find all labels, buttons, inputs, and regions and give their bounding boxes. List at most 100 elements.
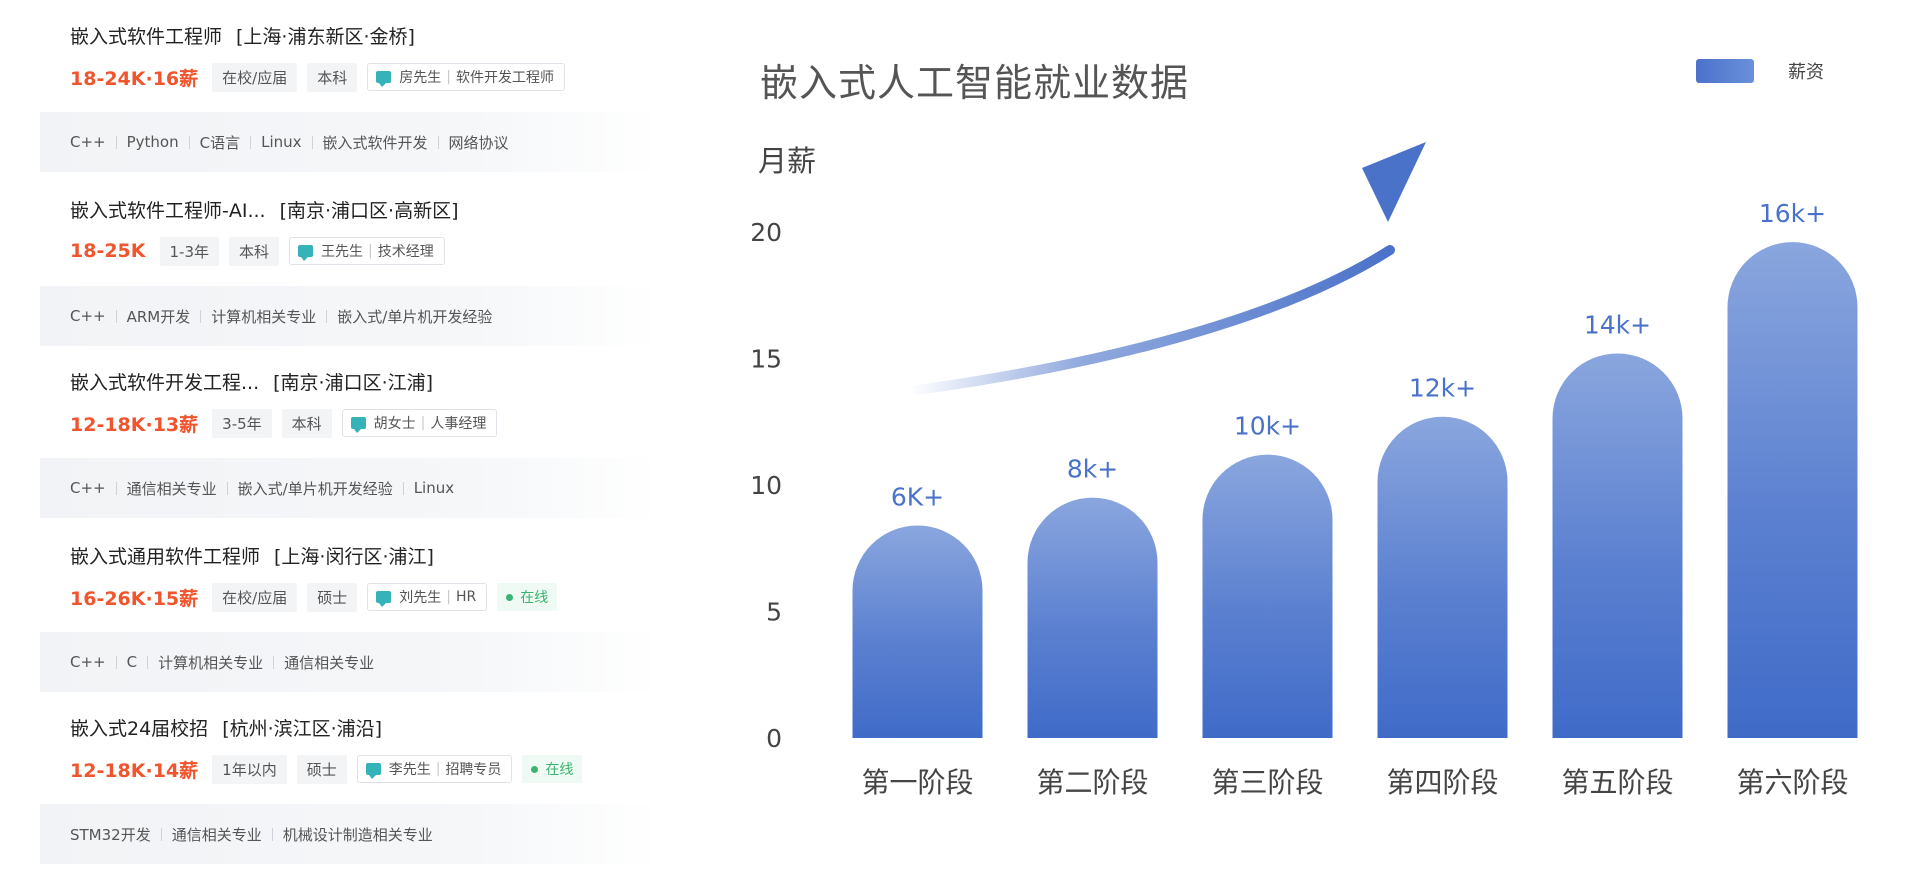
bar: [1377, 416, 1508, 738]
bar: [1202, 454, 1333, 738]
skill-tag: C: [126, 653, 138, 671]
skill-tag: C++: [70, 133, 106, 151]
bar-data-label: 6K+: [891, 482, 944, 511]
job-salary: 18-24K·16薪: [70, 67, 199, 90]
x-tick-label: 第一阶段: [861, 766, 973, 799]
recruiter-role: HR: [455, 589, 477, 605]
job-title[interactable]: 嵌入式软件工程师-AI... [南京·浦口区·高新区]: [70, 196, 458, 223]
job-card-header: 嵌入式软件开发工程... [南京·浦口区·江浦] 12-18K·13薪 3-5年 本科胡…: [40, 346, 660, 458]
job-card[interactable]: 嵌入式24届校招 [杭州·滨江区·浦沿] 12-18K·14薪 1年以内 硕士 李先生 | 招…: [40, 692, 660, 864]
bar-data-label: 14k+: [1584, 310, 1651, 339]
job-title[interactable]: 嵌入式软件工程师 [上海·浦东新区·金桥]: [70, 22, 415, 49]
skill-separator: [402, 481, 404, 495]
job-tag: 硕士: [307, 582, 358, 612]
job-card[interactable]: 嵌入式通用软件工程师 [上海·闵行区·浦江] 16-26K·15薪 在校/应届 硕士 刘先…: [40, 520, 660, 692]
skill-tag: C++: [70, 653, 106, 671]
job-card-header: 嵌入式24届校招 [杭州·滨江区·浦沿] 12-18K·14薪 1年以内 硕士 李先生 | 招…: [40, 692, 660, 804]
x-tick-label: 第五阶段: [1561, 766, 1673, 799]
separator: |: [446, 69, 451, 85]
recruiter-name: 房先生: [399, 70, 442, 86]
skill-tag: Python: [126, 133, 179, 151]
skill-tag: 通信相关专业: [171, 825, 262, 844]
skill-tag: C++: [70, 307, 106, 325]
job-tag: 本科: [281, 408, 332, 438]
online-text: 在线: [520, 590, 549, 606]
bar-data-label: 8k+: [1067, 455, 1118, 484]
online-dot-icon: [531, 765, 539, 773]
recruiter-chip[interactable]: 胡女士 | 人事经理: [341, 409, 498, 437]
job-meta: 18-24K·16薪 在校/应届 本科 房先生 | 软件开发工程师: [70, 62, 575, 92]
skill-tag: 通信相关专业: [126, 479, 217, 498]
chart-title: 嵌入式人工智能就业数据: [760, 61, 1190, 105]
job-title-text: 嵌入式24届校招: [70, 718, 209, 740]
job-tag: 本科: [307, 62, 358, 92]
bar: [852, 525, 983, 738]
legend-label: 薪资: [1788, 62, 1824, 83]
skill-separator: [147, 655, 149, 669]
job-location: [杭州·滨江区·浦沿]: [222, 718, 383, 740]
skill-tag: ARM开发: [126, 307, 191, 326]
job-tag: 1年以内: [212, 754, 287, 784]
skill-tag: 嵌入式软件开发: [322, 133, 428, 152]
skill-separator: [250, 135, 252, 149]
job-card-header: 嵌入式软件工程师-AI... [南京·浦口区·高新区] 18-25K 1-3年 本科 王先…: [40, 174, 660, 286]
job-card[interactable]: 嵌入式软件工程师 [上海·浦东新区·金桥] 18-24K·16薪 在校/应届 本科 房先生…: [40, 0, 660, 172]
y-tick-label: 0: [766, 724, 782, 753]
separator: |: [420, 415, 426, 431]
job-tag: 在校/应届: [212, 62, 298, 92]
separator: |: [368, 243, 373, 259]
job-list: 嵌入式软件工程师 [上海·浦东新区·金桥] 18-24K·16薪 在校/应届 本科 房先生…: [40, 0, 660, 877]
skill-tag: 通信相关专业: [284, 653, 375, 672]
recruiter-chip[interactable]: 刘先生 | HR: [367, 583, 488, 611]
bar: [1027, 497, 1158, 738]
skill-tag: Linux: [413, 479, 455, 497]
job-salary: 16-26K·15薪: [70, 587, 199, 610]
job-title[interactable]: 嵌入式软件开发工程... [南京·浦口区·江浦]: [70, 368, 433, 395]
job-title-text: 嵌入式软件工程师-AI...: [70, 200, 266, 222]
job-card-header: 嵌入式通用软件工程师 [上海·闵行区·浦江] 16-26K·15薪 在校/应届 硕士 刘先…: [40, 520, 660, 632]
job-skills: C++ C 计算机相关专业 通信相关专业: [40, 632, 660, 692]
bar-data-label: 10k+: [1234, 412, 1301, 441]
skill-separator: [160, 827, 162, 841]
separator: |: [446, 589, 451, 605]
job-card[interactable]: 嵌入式软件开发工程... [南京·浦口区·江浦] 12-18K·13薪 3-5年 本科胡…: [40, 346, 660, 518]
bar: [1552, 353, 1683, 738]
chat-icon: [298, 245, 314, 261]
skill-separator: [188, 135, 190, 149]
salary-chart: 0 5 10 15 20 6K+ 8k+ 10k+ 12k+ 14k+ 16k+ 第一阶段 第二阶段…: [750, 142, 1858, 799]
y-tick-label: 15: [750, 345, 782, 374]
job-location: [上海·闵行区·浦江]: [274, 546, 434, 568]
y-axis-title: 月薪: [758, 144, 817, 178]
skill-tag: 计算机相关专业: [211, 307, 317, 326]
job-title-text: 嵌入式通用软件工程师: [70, 546, 261, 568]
y-tick-label: 5: [766, 598, 782, 627]
recruiter-name: 刘先生: [399, 590, 442, 606]
skill-separator: [115, 135, 117, 149]
recruiter-role: 招聘专员: [445, 762, 502, 778]
recruiter-chip[interactable]: 李先生 | 招聘专员: [356, 755, 513, 783]
recruiter-chip[interactable]: 房先生 | 软件开发工程师: [367, 63, 565, 91]
job-card[interactable]: 嵌入式软件工程师-AI... [南京·浦口区·高新区] 18-25K 1-3年 本科 王先…: [40, 174, 660, 346]
skill-separator: [115, 309, 117, 323]
job-title[interactable]: 嵌入式通用软件工程师 [上海·闵行区·浦江]: [70, 542, 434, 569]
job-title[interactable]: 嵌入式24届校招 [杭州·滨江区·浦沿]: [70, 714, 382, 741]
job-skills: C++ Python C语言 Linux 嵌入式软件开发 网络协议: [40, 112, 660, 172]
recruiter-chip[interactable]: 王先生 | 技术经理: [289, 237, 445, 265]
chat-icon: [350, 417, 366, 433]
skill-tag: 计算机相关专业: [158, 653, 264, 672]
y-tick-label: 20: [750, 218, 782, 247]
job-skills: C++ ARM开发 计算机相关专业 嵌入式/单片机开发经验: [40, 286, 660, 346]
skill-separator: [326, 309, 328, 323]
skill-separator: [273, 655, 275, 669]
chat-icon: [365, 763, 381, 779]
recruiter-role: 人事经理: [430, 416, 487, 432]
chat-icon: [376, 71, 392, 87]
job-meta: 18-25K 1-3年 本科 王先生 | 技术经理: [70, 236, 455, 266]
skill-separator: [271, 827, 273, 841]
skill-tag: 嵌入式/单片机开发经验: [237, 479, 393, 498]
skill-separator: [311, 135, 313, 149]
online-badge: 在线: [497, 583, 558, 611]
x-tick-label: 第六阶段: [1736, 766, 1848, 799]
x-tick-label: 第四阶段: [1386, 766, 1498, 799]
job-skills: C++ 通信相关专业 嵌入式/单片机开发经验 Linux: [40, 458, 660, 518]
